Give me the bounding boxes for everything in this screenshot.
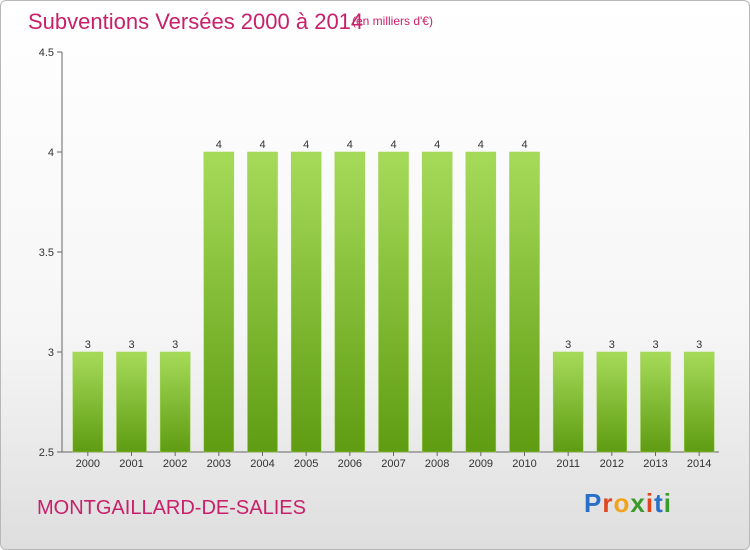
bar-value-label: 3 <box>128 339 134 351</box>
bar-value-label: 4 <box>521 139 527 151</box>
bar-value-label: 3 <box>85 339 91 351</box>
x-tick-label: 2008 <box>425 458 449 470</box>
logo-letter: x <box>630 488 646 518</box>
x-tick-label: 2003 <box>207 458 231 470</box>
x-tick-label: 2004 <box>250 458 274 470</box>
bar-value-label: 4 <box>390 139 396 151</box>
bar <box>683 351 715 453</box>
bar-value-label: 4 <box>216 139 222 151</box>
bar-value-label: 4 <box>347 139 353 151</box>
x-tick-label: 2014 <box>687 458 711 470</box>
y-tick-label: 4 <box>48 147 54 159</box>
bar <box>640 351 671 453</box>
bar-value-label: 4 <box>478 139 484 151</box>
logo-letter: i <box>645 488 655 518</box>
bar-value-label: 4 <box>303 139 309 151</box>
bar-value-label: 3 <box>565 339 571 351</box>
x-tick-label: 2009 <box>469 458 493 470</box>
y-tick-label: 3 <box>48 347 54 359</box>
x-tick-label: 2000 <box>76 458 100 470</box>
proxiti-logo[interactable]: Proxiti <box>584 488 672 519</box>
logo-letter: i <box>663 488 672 518</box>
chart-title: Subventions Versées 2000 à 2014 <box>28 9 364 34</box>
bar <box>552 351 584 453</box>
x-tick-label: 2005 <box>294 458 318 470</box>
chart-subtitle: (en milliers d'€) <box>352 14 433 28</box>
bar-value-label: 3 <box>172 339 178 351</box>
bar-value-label: 3 <box>609 339 615 351</box>
x-tick-label: 2013 <box>643 458 667 470</box>
bar <box>378 151 409 453</box>
logo-letter: r <box>602 488 614 518</box>
y-tick-label: 4.5 <box>39 47 54 59</box>
commune-name: MONTGAILLARD-DE-SALIES <box>37 497 306 519</box>
bar-value-label: 4 <box>259 139 265 151</box>
logo-letter: t <box>654 488 664 518</box>
bar-value-label: 3 <box>652 339 658 351</box>
x-tick-label: 2001 <box>119 458 143 470</box>
bar-value-label: 3 <box>696 339 702 351</box>
bar <box>290 151 322 453</box>
bar <box>509 151 540 453</box>
x-tick-label: 2012 <box>600 458 624 470</box>
y-tick-label: 3.5 <box>39 247 54 259</box>
logo-letter: o <box>613 488 631 518</box>
bar <box>159 351 191 453</box>
y-tick-label: 2.5 <box>39 447 54 459</box>
bar <box>203 151 235 453</box>
x-tick-label: 2011 <box>556 458 580 470</box>
bar <box>72 351 104 453</box>
x-tick-label: 2007 <box>381 458 405 470</box>
bar <box>421 151 453 453</box>
x-tick-label: 2010 <box>512 458 536 470</box>
x-tick-label: 2002 <box>163 458 187 470</box>
logo-letter: P <box>584 488 603 518</box>
bar <box>334 151 366 453</box>
bar <box>465 151 497 453</box>
x-tick-label: 2006 <box>338 458 362 470</box>
bar <box>247 151 278 453</box>
bar-value-label: 4 <box>434 139 440 151</box>
bar <box>596 351 628 453</box>
bar <box>116 351 147 453</box>
